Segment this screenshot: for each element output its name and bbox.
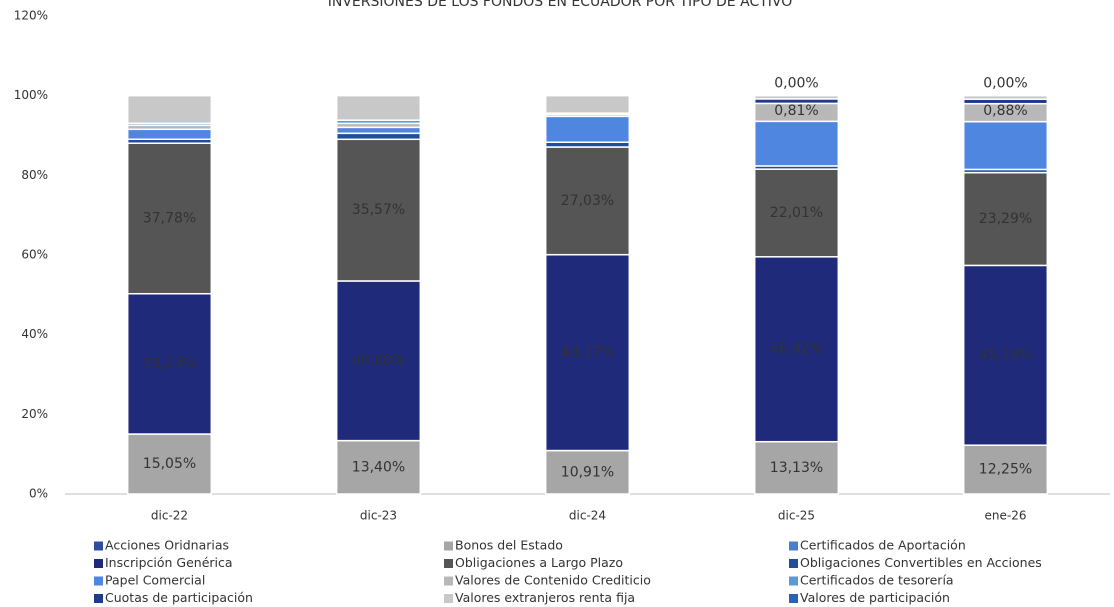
data-label: 35,57% xyxy=(352,202,405,218)
data-label: 37,78% xyxy=(143,210,196,226)
bar-segment xyxy=(335,280,422,442)
bar-segment xyxy=(753,94,840,100)
data-label: 0,81% xyxy=(774,103,818,119)
legend-label: Certificados de tesorería xyxy=(800,573,954,588)
data-label: 46,42% xyxy=(770,341,823,357)
legend-label: Obligaciones a Largo Plazo xyxy=(455,555,623,570)
bar-segment xyxy=(335,94,422,121)
data-label: 0,00% xyxy=(983,76,1027,92)
legend-swatch xyxy=(789,541,798,551)
bar-segment xyxy=(544,146,631,256)
y-tick-label: 80% xyxy=(21,168,48,182)
bar-segment xyxy=(753,440,840,495)
bar-segment xyxy=(126,292,213,435)
bar-segment xyxy=(962,120,1049,171)
legend-swatch xyxy=(444,559,453,568)
legend-swatch xyxy=(789,576,798,586)
legend-label: Cuotas de participación xyxy=(105,590,253,605)
x-tick-label: ene-26 xyxy=(985,509,1027,523)
legend-label: Inscripción Genérica xyxy=(105,555,233,570)
legend-label: Bonos del Estado xyxy=(455,538,563,553)
bar-segment xyxy=(753,256,840,443)
y-tick-label: 0% xyxy=(29,487,48,501)
bar-segment xyxy=(126,94,213,125)
data-label: 40,08% xyxy=(352,353,405,369)
bar-segment xyxy=(753,168,840,258)
data-label: 0,88% xyxy=(983,103,1027,119)
data-label: 13,40% xyxy=(352,459,405,475)
bar-segment xyxy=(544,115,631,143)
x-tick-label: dic-22 xyxy=(151,509,188,523)
legend-label: Papel Comercial xyxy=(105,573,205,588)
data-label: 10,91% xyxy=(561,464,614,480)
legend-swatch xyxy=(444,541,453,551)
bar-segment xyxy=(335,132,422,141)
data-label: 13,13% xyxy=(770,460,823,476)
legend-swatch xyxy=(444,576,453,586)
y-tick-label: 120% xyxy=(14,9,48,23)
legend-label: Valores extranjeros renta fija xyxy=(455,590,635,605)
data-label: 27,03% xyxy=(561,193,614,209)
data-label: 45,14% xyxy=(979,347,1032,363)
data-label: 0,00% xyxy=(774,76,818,92)
bar-segment xyxy=(753,120,840,167)
chart-title: INVERSIONES DE LOS FONDOS EN ECUADOR POR… xyxy=(328,0,793,10)
x-tick-label: dic-24 xyxy=(569,509,606,523)
x-tick-label: dic-23 xyxy=(360,509,397,523)
legend-label: Acciones Oridnarias xyxy=(105,538,229,553)
bar-segment xyxy=(335,126,422,135)
legend-swatch xyxy=(94,594,103,603)
bar-segment xyxy=(962,264,1049,446)
legend-swatch xyxy=(789,559,798,568)
legend-label: Obligaciones Convertibles en Acciones xyxy=(800,555,1042,570)
bar-segment xyxy=(962,444,1049,495)
bar-segment xyxy=(126,433,213,495)
data-label: 35,23% xyxy=(143,356,196,372)
data-label: 15,05% xyxy=(143,456,196,472)
bar-segment xyxy=(544,94,631,114)
bar-segment xyxy=(335,138,422,282)
data-label: 22,01% xyxy=(770,205,823,221)
bar-segment xyxy=(126,128,213,140)
legend-label: Certificados de Aportación xyxy=(800,538,966,553)
bar-segment xyxy=(544,449,631,495)
bar-segment xyxy=(544,253,631,452)
legend-swatch xyxy=(94,541,103,551)
legend-swatch xyxy=(94,559,103,568)
bar-segment xyxy=(962,94,1049,100)
bar-segment xyxy=(962,171,1049,267)
x-tick-label: dic-25 xyxy=(778,509,815,523)
legend-swatch xyxy=(789,594,798,603)
legend-label: Valores de participación xyxy=(800,590,950,605)
y-tick-label: 60% xyxy=(21,248,48,262)
y-tick-label: 20% xyxy=(21,407,48,421)
data-label: 12,25% xyxy=(979,462,1032,478)
data-label: 23,29% xyxy=(979,211,1032,227)
legend-swatch xyxy=(444,594,453,603)
data-label: 49,17% xyxy=(561,345,614,361)
y-tick-label: 40% xyxy=(21,327,48,341)
y-tick-label: 100% xyxy=(14,88,48,102)
legend-swatch xyxy=(94,576,103,586)
legend-label: Valores de Contenido Crediticio xyxy=(455,573,651,588)
